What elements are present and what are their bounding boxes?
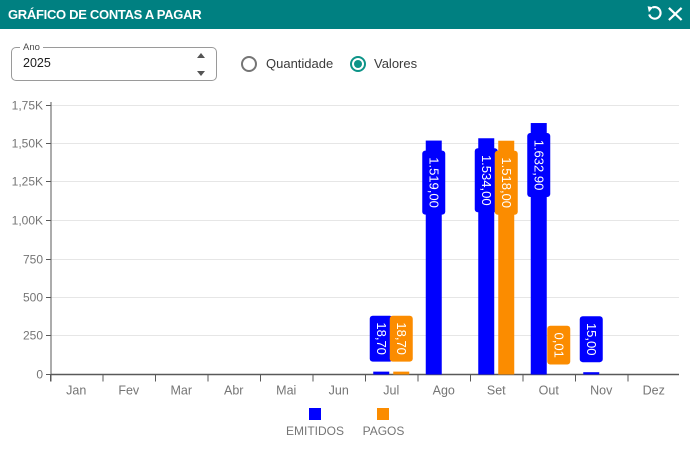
svg-text:Jul: Jul: [383, 384, 399, 398]
svg-text:15,00: 15,00: [584, 323, 599, 356]
svg-text:Jan: Jan: [66, 384, 86, 398]
svg-text:1.534,00: 1.534,00: [479, 155, 494, 206]
svg-text:Jun: Jun: [329, 384, 349, 398]
svg-text:1.632,90: 1.632,90: [531, 140, 546, 191]
svg-text:Fev: Fev: [118, 384, 140, 398]
svg-text:18,70: 18,70: [374, 322, 389, 355]
svg-text:Ago: Ago: [433, 384, 455, 398]
svg-text:1,25K: 1,25K: [12, 175, 43, 189]
svg-text:1,50K: 1,50K: [12, 137, 43, 151]
svg-text:Abr: Abr: [224, 384, 243, 398]
svg-text:Set: Set: [487, 384, 506, 398]
svg-text:18,70: 18,70: [394, 322, 409, 355]
svg-text:EMITIDOS: EMITIDOS: [286, 424, 344, 438]
svg-text:1.518,00: 1.518,00: [499, 157, 514, 208]
svg-text:Mai: Mai: [276, 384, 296, 398]
svg-text:0: 0: [36, 368, 43, 382]
svg-text:Dez: Dez: [643, 384, 665, 398]
svg-text:Nov: Nov: [590, 384, 613, 398]
svg-text:1.519,00: 1.519,00: [426, 157, 441, 208]
svg-text:1,00K: 1,00K: [12, 214, 43, 228]
svg-text:750: 750: [23, 253, 43, 267]
svg-text:500: 500: [23, 291, 43, 305]
svg-text:Out: Out: [539, 384, 560, 398]
svg-text:Mar: Mar: [170, 384, 192, 398]
svg-text:250: 250: [23, 329, 43, 343]
svg-text:0,01: 0,01: [551, 332, 566, 357]
svg-text:1,75K: 1,75K: [12, 99, 43, 113]
svg-text:PAGOS: PAGOS: [363, 424, 405, 438]
